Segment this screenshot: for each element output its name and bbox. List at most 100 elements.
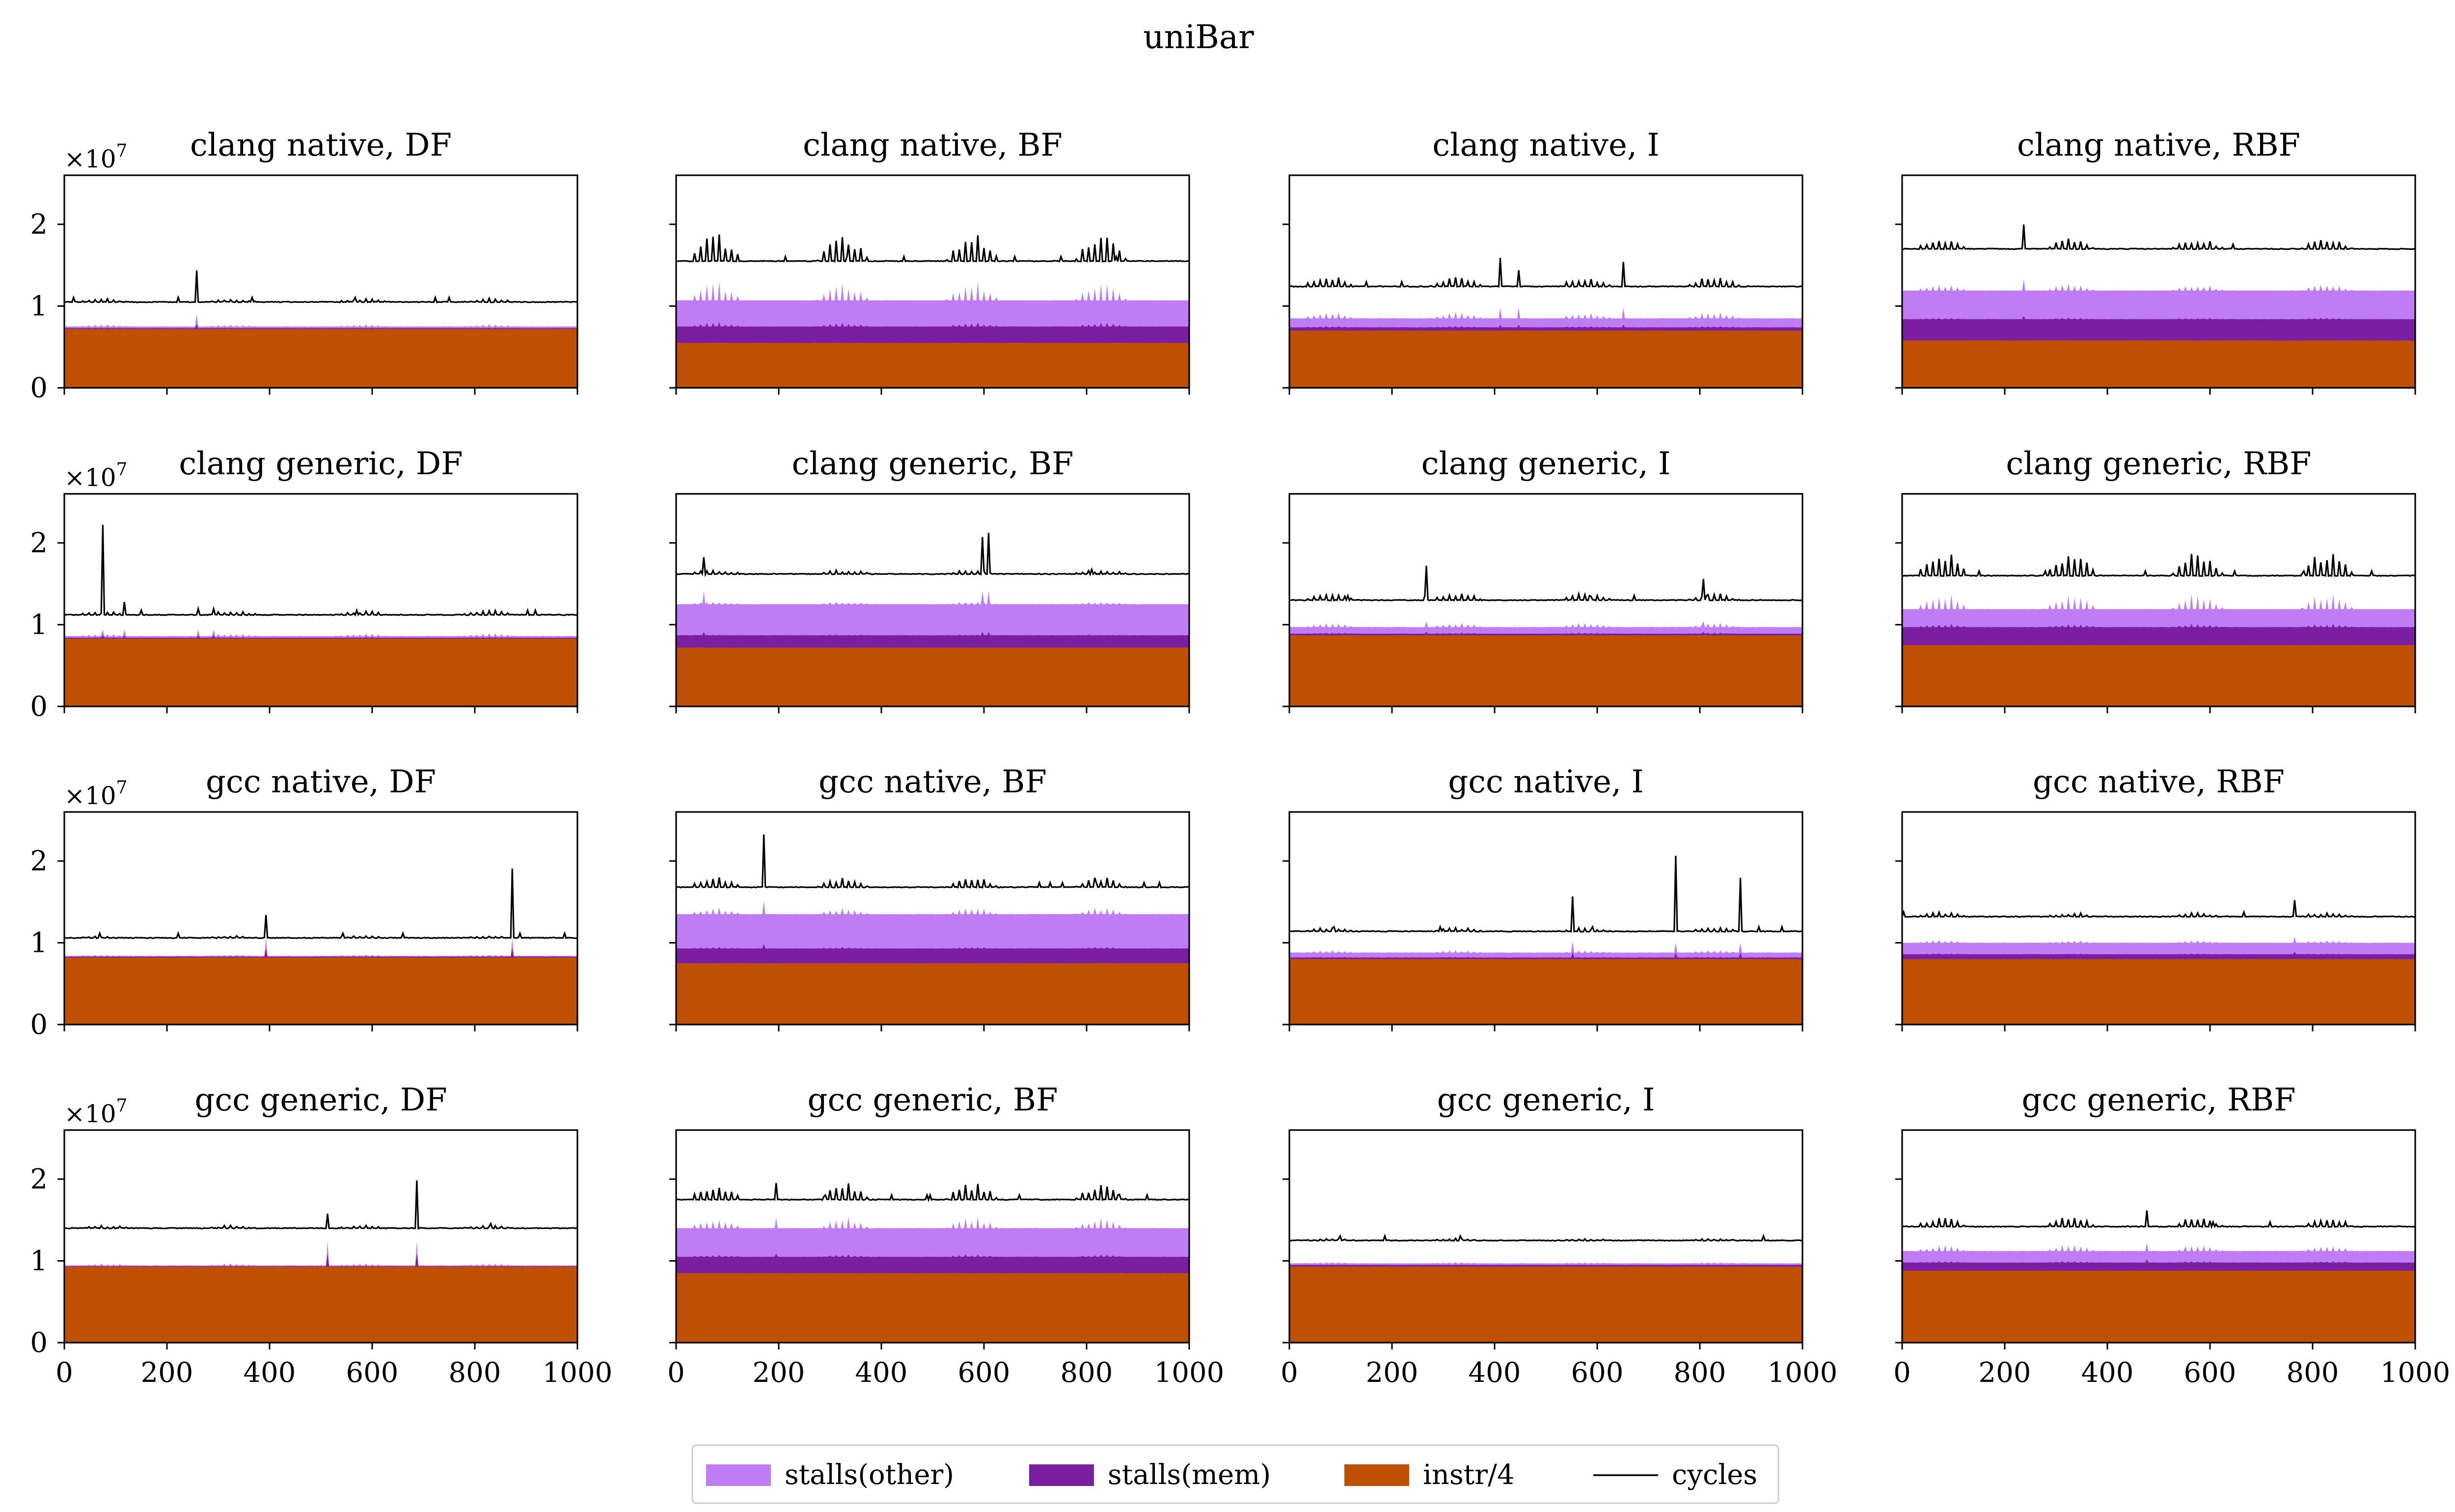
x-tick-label: 600: [1571, 1357, 1624, 1389]
plot-area: [676, 234, 1189, 388]
axes-frame: [63, 811, 578, 1026]
panel: clang native, BF: [669, 127, 1190, 395]
panel: gcc generic, BF 0 200 400 600 800 1000: [667, 1082, 1224, 1389]
plot-area: [1289, 258, 1802, 388]
panel-title: gcc generic, BF: [808, 1082, 1058, 1118]
x-tick-label: 800: [1674, 1357, 1726, 1389]
x-tick-label: 0: [667, 1357, 685, 1389]
panel: clang generic, DF 0 1 2 ×107: [30, 446, 578, 723]
axes-frame: [63, 493, 578, 707]
plot-area: [64, 868, 577, 1025]
legend-item: instr/4: [1344, 1459, 1514, 1491]
x-tick-label: 0: [1893, 1357, 1911, 1389]
axes-frame: [63, 174, 578, 389]
series-instr-area: [676, 343, 1189, 388]
series-instr-area: [676, 1273, 1189, 1343]
axes-frame: [1288, 174, 1803, 389]
series-instr-area: [1902, 1270, 2415, 1343]
panel: clang native, I: [1282, 127, 1803, 395]
legend-label: cycles: [1672, 1459, 1757, 1491]
legend-swatch: [1029, 1464, 1094, 1486]
y-tick-label: 0: [30, 1327, 48, 1359]
legend-item: stalls(other): [706, 1459, 954, 1491]
x-tick-label: 1000: [543, 1357, 613, 1389]
y-tick-label: 0: [30, 372, 48, 404]
panel-title: clang generic, DF: [179, 446, 463, 482]
panel-title: gcc native, BF: [818, 764, 1047, 800]
legend-item: cycles: [1593, 1459, 1757, 1491]
series-instr-area: [1289, 1266, 1802, 1343]
x-tick-label: 600: [958, 1357, 1010, 1389]
y-offset-text: ×107: [64, 1096, 127, 1128]
axes-frame: [1288, 1129, 1803, 1344]
axes-frame: [1901, 174, 2416, 389]
axes-frame: [675, 493, 1190, 707]
plot-area: [676, 1183, 1189, 1343]
legend-label: stalls(other): [785, 1459, 954, 1491]
series-instr-area: [1902, 959, 2415, 1025]
axes-frame: [1901, 1129, 2416, 1344]
plot-area: [1902, 1210, 2415, 1343]
panel: gcc generic, DF 0 200 400 600 800 1000 0 1 2 ×107: [30, 1082, 612, 1389]
legend-swatch: [1344, 1464, 1409, 1486]
y-tick-label: 2: [30, 1163, 48, 1195]
x-tick-label: 200: [753, 1357, 805, 1389]
axes-frame: [63, 1129, 578, 1344]
series-cycles-line: [676, 533, 1189, 577]
legend: stalls(other) stalls(mem) instr/4 cycles: [691, 1444, 1779, 1504]
y-tick-label: 2: [30, 209, 48, 241]
series-cycles-line: [64, 525, 577, 617]
series-instr-area: [64, 1266, 577, 1343]
x-tick-label: 200: [1979, 1357, 2031, 1389]
plot-area: [1289, 856, 1802, 1025]
panel: gcc generic, I 0 200 400 600 800 1000: [1281, 1082, 1837, 1389]
series-cycles-line: [64, 1180, 577, 1230]
y-offset-text: ×107: [64, 778, 127, 810]
panel-title: clang native, BF: [803, 127, 1063, 163]
axes-frame: [1288, 811, 1803, 1026]
panel: gcc generic, RBF 0 200 400 600 800 1000: [1893, 1082, 2450, 1389]
x-tick-label: 200: [1366, 1357, 1418, 1389]
panel: clang native, RBF: [1895, 127, 2416, 395]
y-tick-label: 1: [30, 927, 48, 959]
series-instr-area: [64, 638, 577, 706]
panel: clang generic, I: [1282, 446, 1803, 713]
series-cycles-line: [64, 868, 577, 940]
series-cycles-line: [1289, 566, 1802, 602]
series-cycles-line: [1289, 856, 1802, 933]
x-tick-label: 1000: [1768, 1357, 1838, 1389]
panel-title: clang generic, BF: [792, 446, 1074, 482]
y-offset-text: ×107: [64, 141, 127, 173]
x-tick-label: 200: [141, 1357, 193, 1389]
panel-title: clang native, DF: [190, 127, 452, 163]
x-tick-label: 1000: [2380, 1357, 2451, 1389]
legend-label: stalls(mem): [1108, 1459, 1271, 1491]
panel: clang native, DF 0 1 2 ×107: [30, 127, 578, 404]
axes-frame: [1901, 811, 2416, 1026]
x-tick-label: 600: [2184, 1357, 2237, 1389]
panel-title: gcc generic, DF: [194, 1082, 447, 1118]
x-tick-label: 600: [346, 1357, 399, 1389]
x-tick-label: 0: [55, 1357, 73, 1389]
series-cycles-line: [1902, 900, 2415, 918]
series-cycles-line: [64, 270, 577, 303]
y-tick-label: 2: [30, 845, 48, 877]
panel-title: clang native, RBF: [2017, 127, 2300, 163]
x-tick-label: 400: [2081, 1357, 2134, 1389]
series-cycles-line: [676, 234, 1189, 263]
series-cycles-line: [1902, 224, 2415, 250]
panel-title: gcc native, RBF: [2033, 764, 2285, 800]
panel-title: clang native, I: [1432, 127, 1660, 163]
series-instr-area: [676, 647, 1189, 706]
series-instr-area: [1289, 959, 1802, 1025]
series-instr-area: [64, 328, 577, 388]
panel: gcc native, I: [1282, 764, 1803, 1031]
series-instr-area: [1902, 340, 2415, 388]
x-tick-label: 400: [855, 1357, 908, 1389]
series-instr-area: [1902, 645, 2415, 706]
axes-frame: [675, 1129, 1190, 1344]
axes-frame: [1288, 493, 1803, 707]
legend-item: stalls(mem): [1029, 1459, 1271, 1491]
plot-area: [676, 834, 1189, 1025]
